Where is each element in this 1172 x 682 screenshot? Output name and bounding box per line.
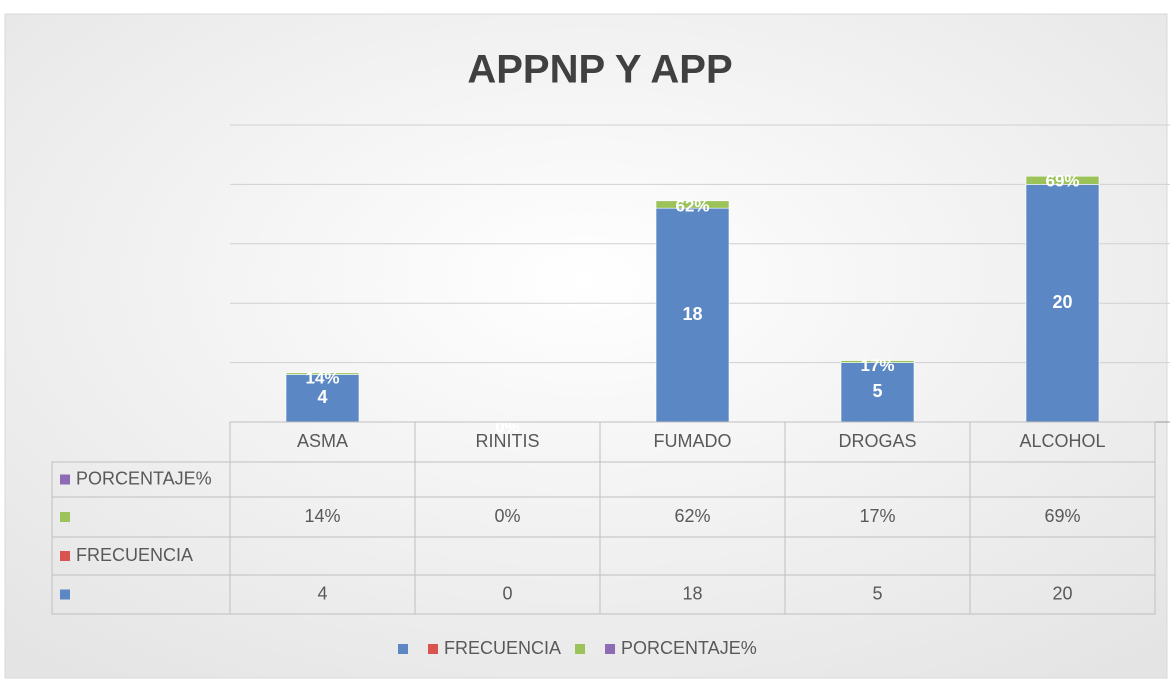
legend-key <box>428 644 438 654</box>
table-value: 62% <box>674 506 710 526</box>
table-row-header: FRECUENCIA <box>76 545 193 565</box>
table-value: 4 <box>317 583 327 603</box>
data-label: 20 <box>1052 292 1072 312</box>
bar-segment <box>655 200 730 209</box>
table-legend-key <box>60 589 70 600</box>
bar-segment <box>840 362 915 423</box>
data-label: 17% <box>860 356 894 375</box>
table-legend-key <box>60 512 70 522</box>
x-tick-label: DROGAS <box>838 431 916 451</box>
table-value: 69% <box>1044 506 1080 526</box>
legend-key <box>398 644 408 654</box>
table-value: 18 <box>682 583 702 603</box>
table-value: 20 <box>1052 583 1072 603</box>
data-label: 5 <box>872 381 882 401</box>
table-legend-key <box>60 551 70 561</box>
table-value: 5 <box>872 583 882 603</box>
x-tick-label: FUMADO <box>654 431 732 451</box>
table-value: 14% <box>304 506 340 526</box>
data-label: 62% <box>675 196 709 215</box>
bar-segment <box>655 207 730 423</box>
x-tick-label: ALCOHOL <box>1019 431 1105 451</box>
bar-segment <box>840 360 915 363</box>
table-value: 0% <box>494 506 520 526</box>
table-row-header: PORCENTAJE% <box>76 468 212 488</box>
x-tick-label: ASMA <box>297 431 348 451</box>
bar-segment <box>285 372 360 375</box>
data-label: 69% <box>1045 172 1079 191</box>
data-label: 4 <box>317 387 327 407</box>
x-tick-label: RINITIS <box>475 431 539 451</box>
bar-segment <box>1025 175 1100 185</box>
data-label: 18 <box>682 304 702 324</box>
table-value: 17% <box>859 506 895 526</box>
table-value: 0 <box>502 583 512 603</box>
data-label: 14% <box>305 368 339 387</box>
chart-area <box>4 13 1168 679</box>
legend-key <box>575 644 586 654</box>
table-legend-key <box>60 474 70 485</box>
legend-key <box>605 644 616 654</box>
legend-label: PORCENTAJE% <box>621 638 757 658</box>
chart-title: APPNP Y APP <box>467 48 732 92</box>
legend-label: FRECUENCIA <box>444 638 561 658</box>
